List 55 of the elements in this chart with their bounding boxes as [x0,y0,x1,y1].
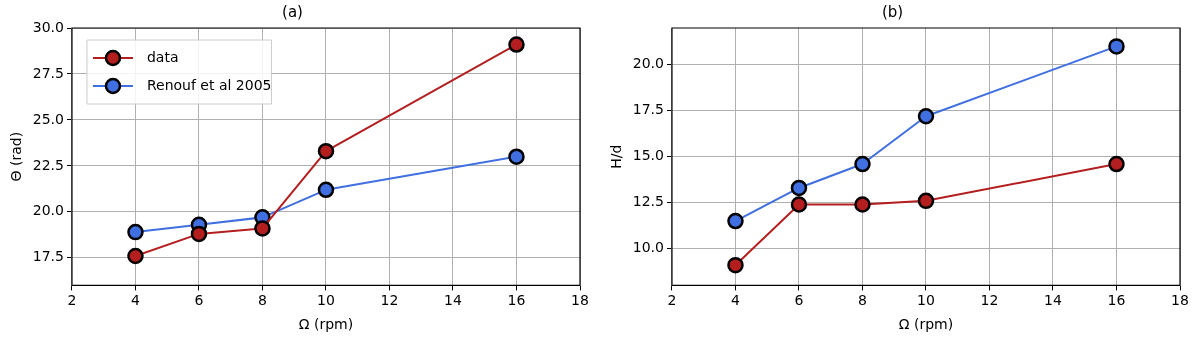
y-tick-label: 12.5 [632,193,664,210]
point [317,181,335,199]
x-tick-label: 16 [1107,292,1126,309]
y-tick-label: 27.5 [32,64,64,81]
point [190,225,208,243]
x-tick-label: 2 [667,292,677,309]
y-tick-label: 17.5 [32,248,64,265]
chart-title: (a) [282,2,303,21]
legend-label: Renouf et al 2005 [146,76,272,93]
x-axis-title: Ω (rpm) [298,316,354,333]
point [127,247,144,265]
point [790,179,808,197]
x-tick-label: 6 [194,292,204,309]
point [790,196,808,213]
x-axis-title: Ω (rpm) [898,316,954,333]
point [1108,38,1125,55]
x-tick-label: 18 [571,292,589,309]
y-tick-label: 10.0 [632,239,664,256]
x-tick-label: 4 [731,292,741,309]
point [508,36,525,53]
point [917,108,935,125]
point [317,142,335,160]
x-tick-label: 12 [980,292,999,309]
x-tick-label: 10 [317,292,335,309]
x-tick-label: 16 [507,292,526,309]
y-tick-label: 22.5 [32,156,64,173]
legend-label: data [146,48,179,65]
point [854,155,871,173]
point [917,192,935,210]
y-tick-label: 30.0 [32,18,64,35]
x-tick-label: 6 [794,292,804,309]
y-tick-label: 20.0 [632,55,664,72]
y-axis-title: H/d [608,144,625,169]
point [254,220,271,237]
x-tick-label: 8 [858,292,867,309]
chart-title: (b) [881,2,904,21]
x-tick-label: 8 [258,292,267,309]
y-tick-label: 17.5 [632,101,664,118]
x-tick-label: 18 [1171,292,1189,309]
point [854,196,871,213]
x-tick-label: 12 [380,292,399,309]
y-tick-label: 20.0 [32,202,64,219]
point [1108,155,1125,173]
x-tick-label: 2 [67,292,77,309]
x-tick-label: 4 [131,292,141,309]
y-axis-title: Θ (rad) [8,131,25,182]
y-tick-label: 25.0 [32,110,64,127]
point [127,223,144,241]
point [508,148,525,165]
x-tick-label: 14 [1044,292,1062,309]
y-tick-label: 15.0 [632,147,664,164]
x-tick-label: 10 [917,292,935,309]
point [727,212,744,230]
point [727,256,744,274]
x-tick-label: 14 [444,292,462,309]
